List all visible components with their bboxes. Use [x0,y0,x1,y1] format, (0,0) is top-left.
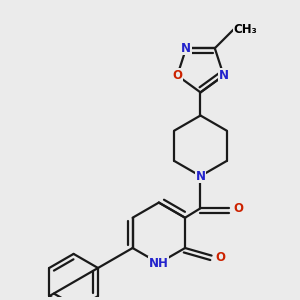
Text: O: O [172,69,182,82]
Text: O: O [215,251,225,264]
Text: N: N [181,42,191,55]
Text: NH: NH [149,257,169,270]
Text: O: O [233,202,243,215]
Text: N: N [219,69,229,82]
Text: CH₃: CH₃ [234,23,257,36]
Text: N: N [196,169,206,183]
